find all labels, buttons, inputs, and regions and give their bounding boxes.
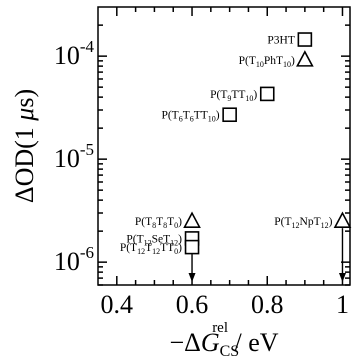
x-axis: 0.4 0.6 0.8 1 bbox=[101, 7, 349, 319]
x-tick-label: 0.6 bbox=[176, 290, 209, 319]
data-point-square bbox=[297, 32, 313, 47]
y-axis-label: ΔOD(1 μs) bbox=[10, 89, 39, 203]
upper-limit-arrow-head bbox=[188, 273, 196, 282]
point-label: P(T10PhT10) bbox=[239, 55, 295, 69]
data-point-square bbox=[259, 86, 275, 102]
y-tick-label: 10-6 bbox=[54, 243, 94, 276]
data-point-triangle bbox=[183, 211, 201, 228]
plot-frame bbox=[97, 6, 351, 286]
upper-limit-arrow-head bbox=[338, 273, 346, 282]
data-point-square bbox=[222, 107, 237, 123]
y-axis: 10-6 10-5 10-4 bbox=[54, 24, 350, 286]
point-label: P(T8T8T0) bbox=[135, 216, 182, 230]
point-labels: P3HT P(T10PhT10) P(T9TT10) P(T6T6TT10) P(T8T… bbox=[120, 35, 333, 257]
y-tick-label: 10-5 bbox=[54, 140, 94, 173]
x-tick-label: 1 bbox=[336, 290, 349, 319]
data-point-triangle bbox=[333, 211, 352, 228]
data-points bbox=[183, 32, 352, 282]
point-label: P(T12NpT12) bbox=[274, 216, 332, 230]
point-label: P3HT bbox=[267, 35, 294, 47]
x-tick-label: 0.8 bbox=[251, 290, 284, 319]
data-point-triangle bbox=[296, 50, 314, 67]
point-label: P(T6T6TT10) bbox=[161, 110, 219, 124]
x-tick-label: 0.4 bbox=[101, 290, 134, 319]
x-axis-label: −ΔGCSrel / eV bbox=[169, 320, 278, 358]
y-tick-label: 10-4 bbox=[54, 37, 95, 70]
data-point-square bbox=[184, 239, 200, 255]
point-label: P(T12SeT12) bbox=[126, 233, 182, 247]
point-label: P(T9TT10) bbox=[210, 89, 257, 103]
point-label: P(T12T12TT0) bbox=[120, 242, 182, 256]
